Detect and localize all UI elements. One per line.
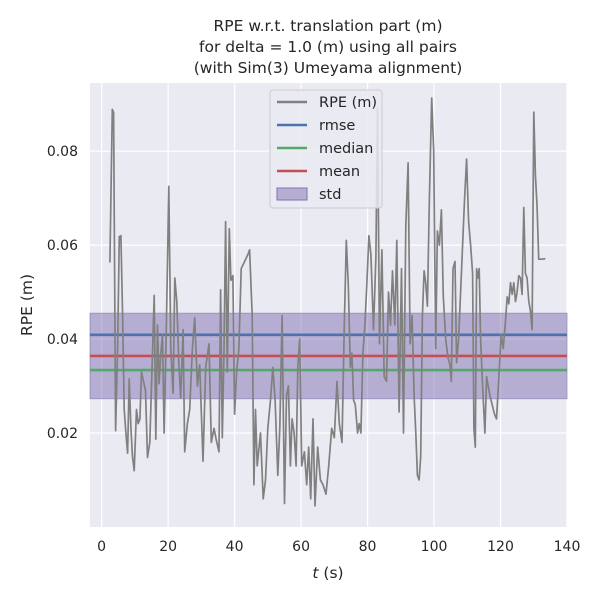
- x-tick-label: 20: [159, 539, 177, 555]
- y-tick-label: 0.06: [47, 238, 78, 254]
- legend-label: mean: [319, 164, 360, 180]
- x-tick-label: 100: [421, 539, 448, 555]
- y-tick-label: 0.08: [47, 144, 78, 160]
- x-tick-label: 60: [292, 539, 310, 555]
- y-tick-label: 0.04: [47, 332, 78, 348]
- y-axis-label: RPE (m): [18, 274, 36, 336]
- x-tick-label: 140: [554, 539, 581, 555]
- stat-lines: [90, 333, 567, 372]
- x-tick-label: 0: [97, 539, 106, 555]
- x-axis-label: t (s): [312, 564, 343, 582]
- legend-label: rmse: [319, 118, 355, 134]
- legend-label: RPE (m): [319, 95, 377, 111]
- legend: RPE (m) rmse median mean std: [269, 89, 383, 209]
- chart-title-line-2: for delta = 1.0 (m) using all pairs: [199, 38, 457, 56]
- x-tick-label: 40: [226, 539, 244, 555]
- y-tick-label: 0.02: [47, 426, 78, 442]
- tick-labels: 0 20 40 60 80 100 120 140 0.02 0.04 0.06 0.08: [47, 144, 581, 555]
- legend-box: [269, 89, 383, 209]
- x-axis-label-variable: t: [312, 564, 319, 582]
- x-tick-label: 80: [359, 539, 377, 555]
- rpe-series-line: [109, 97, 546, 507]
- chart-title-line-3: (with Sim(3) Umeyama alignment): [194, 59, 463, 77]
- legend-label: std: [319, 187, 341, 203]
- series-layer: [109, 97, 546, 507]
- x-tick-label: 120: [487, 539, 514, 555]
- x-axis-label-unit: (s): [318, 564, 343, 582]
- chart-title-line-1: RPE w.r.t. translation part (m): [213, 17, 442, 35]
- legend-label: median: [319, 141, 373, 157]
- legend-swatch: [276, 187, 308, 201]
